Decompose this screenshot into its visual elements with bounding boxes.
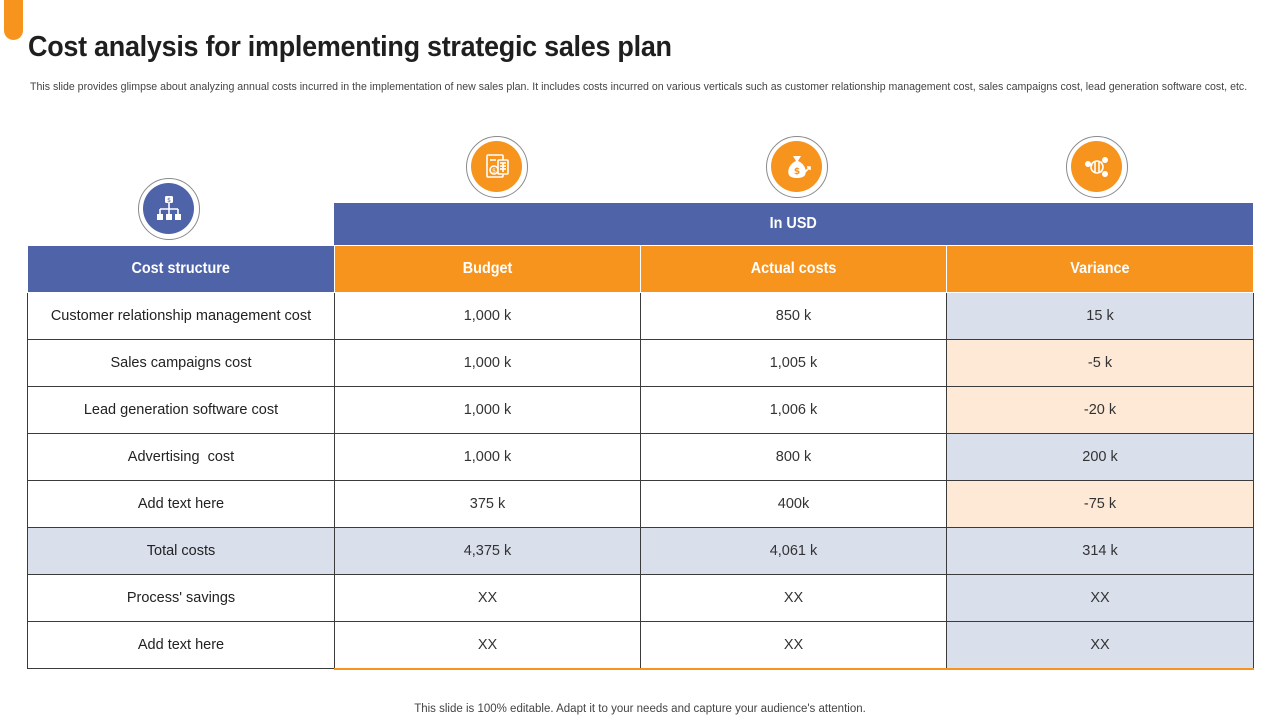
- molecule-icon: [1066, 136, 1128, 198]
- variance-value: 200 k: [946, 433, 1254, 481]
- total-row: Total costs 4,375 k 4,061 k 314 k: [27, 527, 1254, 575]
- actual-value: 4,061 k: [640, 527, 947, 575]
- cost-label: Lead generation software cost: [27, 386, 335, 434]
- table-row: Customer relationship management cost 1,…: [27, 292, 1254, 340]
- header-cost-structure: Cost structure: [27, 245, 335, 293]
- currency-group-header: In USD: [334, 203, 1253, 245]
- header-variance: Variance: [946, 245, 1254, 293]
- table-header-row: Cost structure Budget Actual costs Varia…: [27, 245, 1254, 293]
- table-row: Process' savings XX XX XX: [27, 574, 1254, 622]
- variance-value: -75 k: [946, 480, 1254, 528]
- budget-value: 1,000 k: [334, 292, 641, 340]
- money-bag-icon: $: [766, 136, 828, 198]
- variance-value: 314 k: [946, 527, 1254, 575]
- hierarchy-money-icon: $: [138, 178, 200, 240]
- variance-value: -5 k: [946, 339, 1254, 387]
- svg-text:$: $: [793, 167, 799, 177]
- variance-value: -20 k: [946, 386, 1254, 434]
- budget-value: 1,000 k: [334, 339, 641, 387]
- table-row: Advertising cost 1,000 k 800 k 200 k: [27, 433, 1254, 481]
- cost-label: Sales campaigns cost: [27, 339, 335, 387]
- calculator-document-icon: $: [466, 136, 528, 198]
- cost-analysis-table: Cost structure Budget Actual costs Varia…: [27, 245, 1254, 670]
- actual-value: 400k: [640, 480, 947, 528]
- variance-value: XX: [946, 574, 1254, 622]
- variance-value: XX: [946, 621, 1254, 670]
- cost-label: Add text here: [27, 621, 335, 669]
- cost-label: Total costs: [27, 527, 335, 575]
- table-row: Add text here XX XX XX: [27, 621, 1254, 670]
- budget-value: 4,375 k: [334, 527, 641, 575]
- budget-value: 375 k: [334, 480, 641, 528]
- cost-label: Add text here: [27, 480, 335, 528]
- table-row: Lead generation software cost 1,000 k 1,…: [27, 386, 1254, 434]
- actual-value: 800 k: [640, 433, 947, 481]
- table-row: Add text here 375 k 400k -75 k: [27, 480, 1254, 528]
- header-budget: Budget: [334, 245, 641, 293]
- page-title: Cost analysis for implementing strategic…: [28, 31, 672, 63]
- svg-text:$: $: [167, 197, 171, 204]
- budget-value: 1,000 k: [334, 433, 641, 481]
- actual-value: 1,006 k: [640, 386, 947, 434]
- cost-label: Customer relationship management cost: [27, 292, 335, 340]
- budget-value: 1,000 k: [334, 386, 641, 434]
- actual-value: XX: [640, 621, 947, 670]
- table-row: Sales campaigns cost 1,000 k 1,005 k -5 …: [27, 339, 1254, 387]
- actual-value: 850 k: [640, 292, 947, 340]
- corner-accent: [4, 0, 23, 40]
- page-subtitle: This slide provides glimpse about analyz…: [30, 81, 1248, 93]
- actual-value: 1,005 k: [640, 339, 947, 387]
- footer-note: This slide is 100% editable. Adapt it to…: [414, 703, 866, 715]
- svg-text:$: $: [492, 167, 496, 174]
- actual-value: XX: [640, 574, 947, 622]
- variance-value: 15 k: [946, 292, 1254, 340]
- cost-label: Process' savings: [27, 574, 335, 622]
- budget-value: XX: [334, 574, 641, 622]
- header-actual-costs: Actual costs: [640, 245, 947, 293]
- cost-label: Advertising cost: [27, 433, 335, 481]
- budget-value: XX: [334, 621, 641, 670]
